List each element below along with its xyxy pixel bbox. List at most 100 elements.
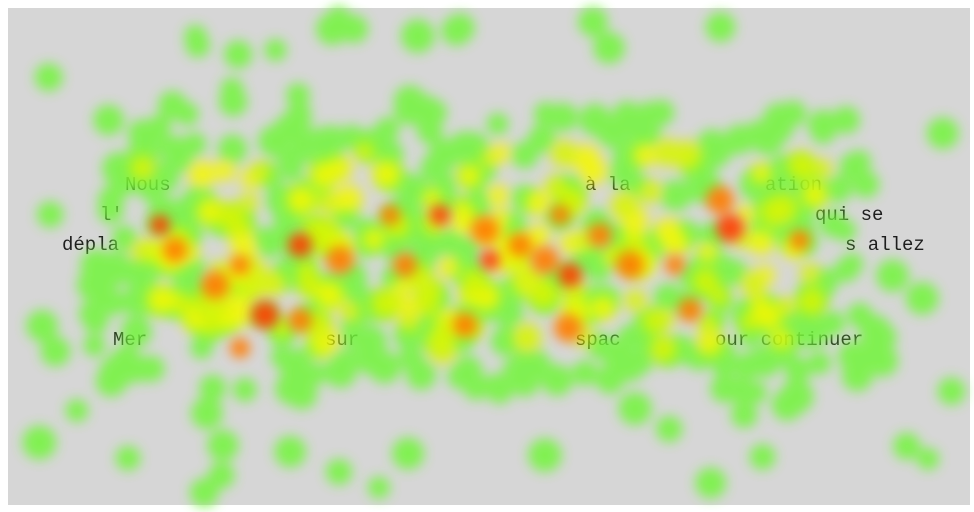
heat-blob (639, 180, 663, 203)
heat-blob (296, 260, 317, 281)
heat-blob (354, 325, 388, 359)
heat-blob (767, 116, 793, 143)
heat-blob (339, 301, 360, 322)
text-fragment: dépla (62, 234, 119, 256)
heat-blob (428, 335, 457, 364)
heat-blob (372, 159, 401, 189)
heat-blob (621, 213, 646, 238)
heat-blob (450, 207, 478, 235)
heat-blob (528, 279, 559, 309)
heat-blob (692, 268, 719, 294)
heat-blob (590, 295, 616, 321)
heat-blob (326, 246, 354, 274)
heat-blob (147, 161, 180, 194)
heat-blob (837, 340, 869, 372)
heat-blob (893, 432, 921, 460)
heat-blob (798, 287, 826, 316)
heat-blob (286, 378, 318, 410)
heat-blob (776, 296, 795, 316)
heat-blob (190, 336, 213, 360)
heat-blob (286, 82, 311, 107)
heat-blob (453, 313, 477, 337)
heat-blob (230, 338, 250, 358)
heat-blob (698, 314, 719, 335)
heat-blob (272, 318, 292, 338)
heat-blob (678, 298, 702, 322)
heat-blob (716, 214, 744, 242)
heat-blob (511, 348, 541, 378)
heat-blob (163, 238, 187, 262)
heat-blob (232, 377, 257, 402)
heat-blob (616, 251, 644, 279)
heat-blob (148, 114, 172, 138)
heat-blob (624, 289, 647, 312)
heat-blob (550, 205, 570, 225)
heat-blob (672, 140, 702, 171)
heat-blob (327, 6, 350, 29)
heat-blob (239, 193, 259, 212)
heat-blob (661, 229, 689, 257)
heat-blob (214, 160, 236, 181)
heat-blob (26, 309, 59, 342)
heat-blob (487, 184, 509, 207)
heat-blob (740, 312, 759, 332)
heat-blob (852, 170, 880, 198)
heat-blob (150, 215, 170, 235)
heat-blob (251, 226, 274, 250)
heat-blob (711, 351, 738, 378)
heat-blob (215, 201, 244, 230)
heat-blob (847, 150, 872, 174)
heat-blob (808, 351, 832, 375)
heat-blob (609, 337, 634, 363)
heat-blob (422, 188, 442, 209)
heat-blob (218, 87, 248, 117)
heat-blob (871, 324, 897, 350)
heat-high (150, 186, 810, 358)
heat-blob (834, 257, 859, 283)
heat-blob (748, 229, 774, 255)
text-fragment: s allez (845, 234, 925, 256)
heat-blob (362, 228, 385, 251)
heat-blob (264, 38, 287, 62)
heat-blob (608, 156, 641, 189)
heat-blob (587, 332, 615, 360)
heat-blob (461, 268, 488, 295)
heat-blob (189, 478, 219, 507)
heat-blob (207, 429, 239, 462)
heat-blob (285, 101, 312, 128)
heat-blob (384, 292, 404, 311)
heat-blob (700, 137, 724, 160)
heat-blob (521, 329, 540, 348)
heat-blob (327, 156, 353, 181)
heat-blob (744, 381, 767, 404)
heat-blob (750, 297, 774, 321)
heat-blob (655, 415, 683, 443)
heat-blob (432, 171, 458, 197)
heat-blob (158, 90, 187, 120)
heat-blob (315, 280, 344, 310)
heat-blob (525, 190, 551, 216)
heat-blob (810, 118, 836, 145)
heat-blob (802, 182, 828, 208)
heat-blob (578, 6, 608, 37)
heat-blob (270, 346, 293, 369)
heat-blob (281, 158, 304, 182)
heat-blob (749, 443, 776, 470)
heat-blob (595, 365, 625, 394)
heat-blob (170, 196, 204, 230)
heat-blob (367, 476, 390, 499)
heat-blob (399, 311, 420, 332)
heat-blob (445, 13, 475, 43)
heat-blob (184, 24, 207, 48)
heat-blob (379, 231, 409, 261)
heat-blob (572, 144, 601, 174)
heat-blob (130, 356, 156, 382)
heat-blob (316, 192, 336, 212)
heat-blob (286, 185, 316, 215)
heat-blob (167, 143, 191, 168)
heat-blob (784, 356, 811, 383)
heat-blob (793, 316, 825, 349)
heat-blob (745, 120, 770, 145)
heat-blob (632, 144, 656, 167)
heat-blob (832, 106, 861, 134)
